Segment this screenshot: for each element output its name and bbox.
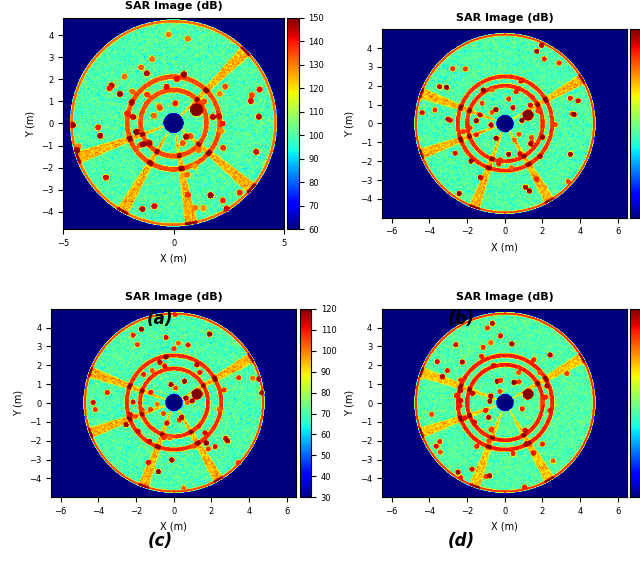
X-axis label: X (m): X (m) [492,242,518,252]
Title: SAR Image (dB): SAR Image (dB) [125,292,223,302]
X-axis label: X (m): X (m) [160,522,187,532]
Text: (a): (a) [147,310,173,328]
Title: SAR Image (dB): SAR Image (dB) [456,292,554,302]
X-axis label: X (m): X (m) [160,254,187,264]
Text: (b): (b) [447,310,474,328]
Title: SAR Image (dB): SAR Image (dB) [456,13,554,23]
Title: SAR Image (dB): SAR Image (dB) [125,1,223,11]
Y-axis label: Y (m): Y (m) [26,111,36,136]
Text: (d): (d) [447,532,474,550]
Text: (c): (c) [147,532,173,550]
Y-axis label: Y (m): Y (m) [344,390,355,416]
Y-axis label: Y (m): Y (m) [13,390,24,416]
Y-axis label: Y (m): Y (m) [344,111,355,136]
X-axis label: X (m): X (m) [492,522,518,532]
